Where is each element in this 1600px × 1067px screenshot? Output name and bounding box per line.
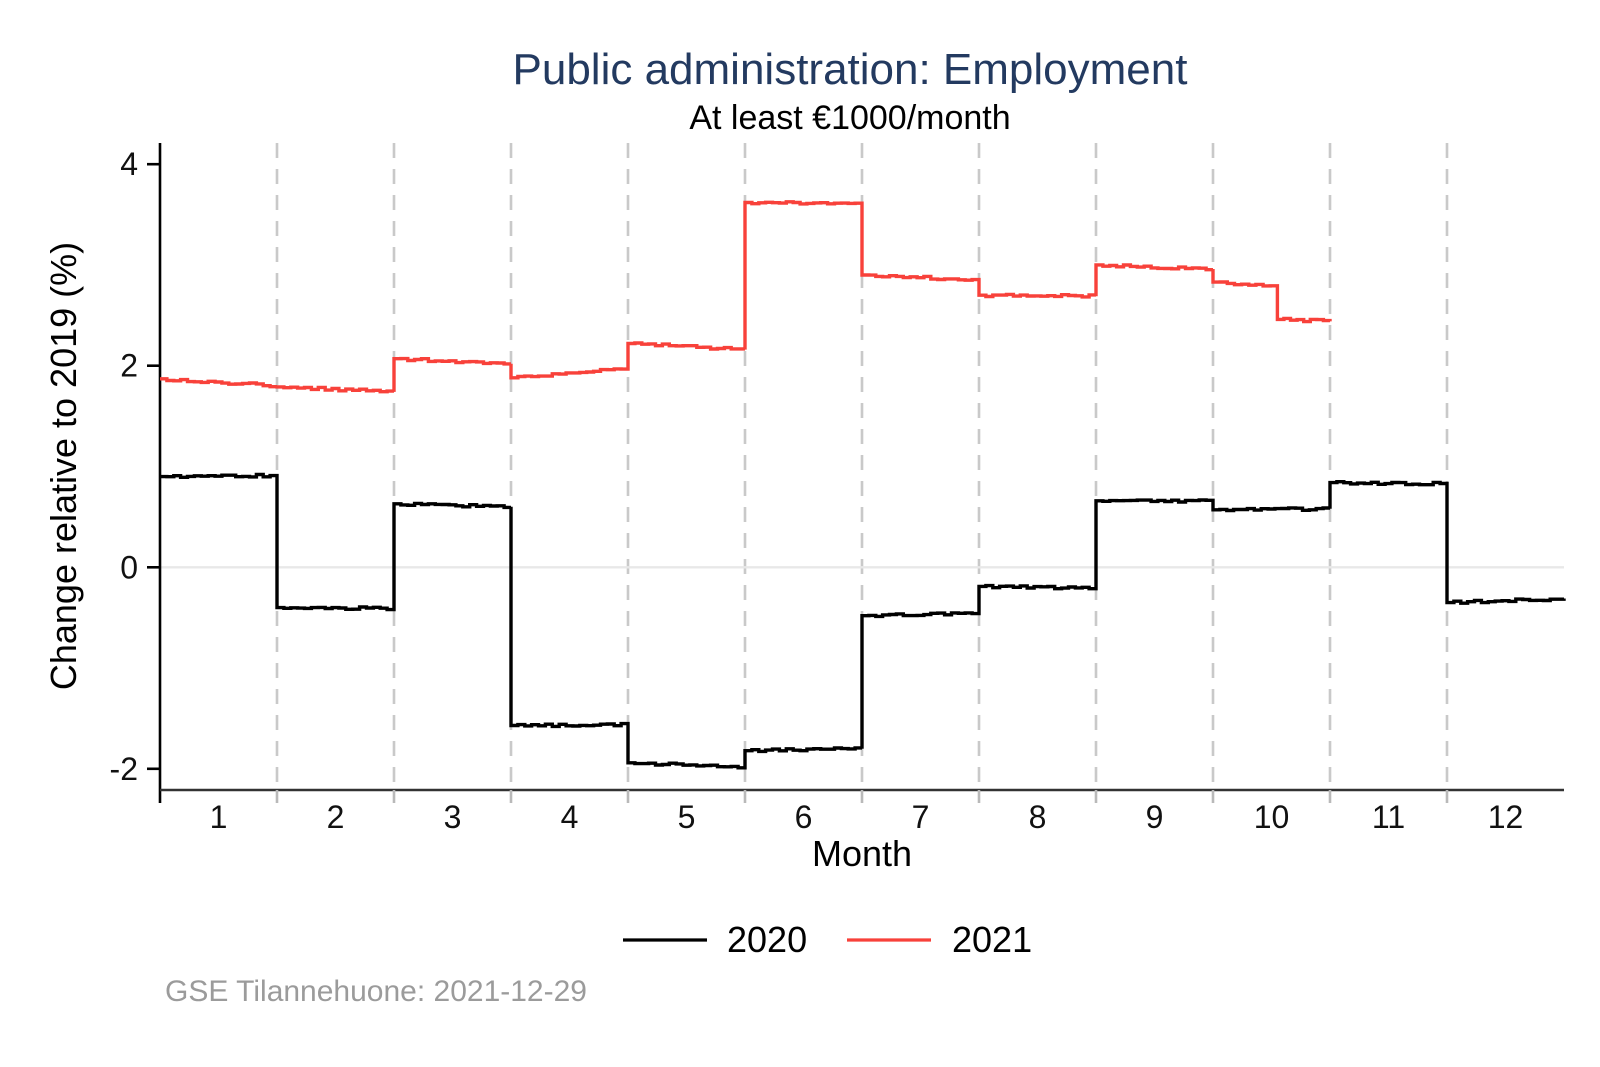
- axes-layer: [147, 143, 1564, 803]
- x-tick-label: 5: [678, 799, 696, 835]
- x-tick-label: 10: [1254, 799, 1290, 835]
- x-tick-label: 9: [1146, 799, 1164, 835]
- gridlines-layer: [160, 143, 1564, 790]
- x-tick-label: 4: [561, 799, 579, 835]
- x-tick-label: 3: [444, 799, 462, 835]
- y-tick-label: 4: [120, 146, 138, 182]
- y-axis-title: Change relative to 2019 (%): [43, 242, 84, 690]
- tick-labels-layer: 420-21 2 3 4 5 6 7 8 9 10 11 12: [110, 146, 1524, 835]
- chart-subtitle: At least €1000/month: [689, 99, 1010, 137]
- y-tick-label: 2: [120, 348, 138, 384]
- series-line-2020: [160, 472, 1566, 770]
- source-note: GSE Tilannehuone: 2021-12-29: [165, 975, 587, 1008]
- x-tick-label: 2: [327, 799, 345, 835]
- x-tick-label: 11: [1372, 799, 1405, 835]
- legend-label-2021: 2021: [952, 919, 1032, 960]
- legend-label-2020: 2020: [727, 919, 807, 960]
- series-line-2021: [160, 200, 1332, 394]
- x-tick-label: 8: [1029, 799, 1047, 835]
- y-tick-label: -2: [110, 751, 138, 787]
- chart-title: Public administration: Employment: [513, 45, 1188, 94]
- x-tick-label: 7: [912, 799, 930, 835]
- x-axis-title: Month: [812, 833, 912, 874]
- x-tick-label: 12: [1488, 799, 1524, 835]
- x-tick-label: 1: [210, 799, 228, 835]
- x-tick-label: 6: [795, 799, 813, 835]
- legend: 2020 2021: [623, 919, 1032, 960]
- series-lines-layer: [160, 200, 1566, 770]
- y-tick-label: 0: [120, 549, 138, 585]
